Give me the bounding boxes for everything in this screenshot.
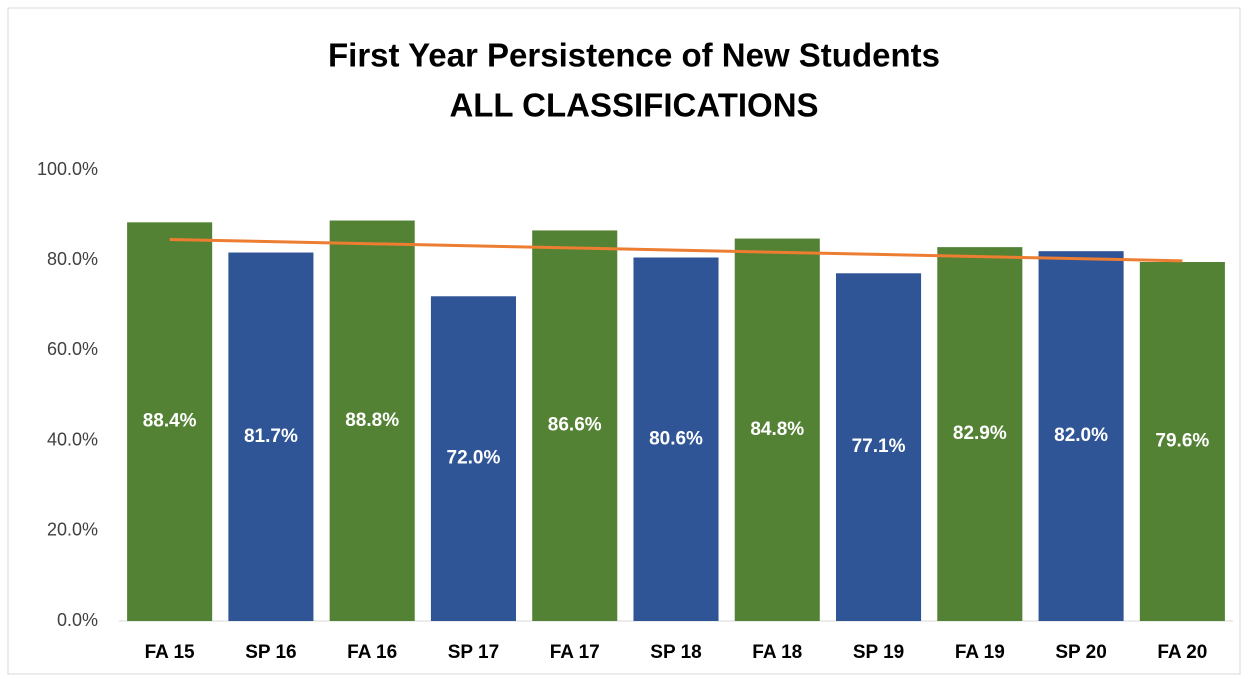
bar [1139, 262, 1225, 621]
trendline [169, 237, 1183, 263]
data-label: 72.0% [447, 448, 501, 469]
bar [127, 222, 213, 622]
x-tick-label: FA 16 [347, 642, 397, 663]
data-label: 80.6% [649, 428, 703, 449]
x-tick-label: SP 18 [650, 642, 701, 663]
data-label: 88.8% [345, 410, 399, 431]
bar [937, 247, 1023, 621]
data-label: 82.0% [1054, 425, 1108, 446]
x-tick-label: FA 19 [955, 642, 1005, 663]
bar [1038, 251, 1124, 621]
x-tick-label: SP 19 [853, 642, 904, 663]
y-tick-label: 20.0% [47, 520, 98, 540]
data-label: 84.8% [750, 419, 804, 440]
x-tick-label: SP 20 [1055, 642, 1106, 663]
data-label: 86.6% [548, 415, 602, 436]
data-label: 82.9% [953, 423, 1007, 444]
x-tick-label: FA 15 [145, 642, 195, 663]
chart-border [7, 7, 1241, 675]
x-tick-label: SP 17 [448, 642, 499, 663]
data-label: 77.1% [852, 436, 906, 457]
bar [532, 230, 618, 621]
y-tick-label: 0.0% [57, 610, 98, 630]
x-tick-label: FA 17 [550, 642, 600, 663]
bar [430, 296, 516, 621]
bar [734, 238, 820, 621]
y-tick-label: 80.0% [47, 249, 98, 269]
bar [228, 252, 314, 621]
x-tick-label: FA 20 [1157, 642, 1207, 663]
y-tick-label: 40.0% [47, 429, 98, 449]
y-tick-label: 60.0% [47, 339, 98, 359]
data-label: 81.7% [244, 426, 298, 447]
chart-subtitle: ALL CLASSIFICATIONS [449, 87, 818, 124]
x-tick-label: FA 18 [752, 642, 802, 663]
data-label: 79.6% [1155, 431, 1209, 452]
bar [836, 273, 922, 621]
x-tick-label: SP 16 [245, 642, 296, 663]
bar [329, 220, 415, 621]
chart-title: First Year Persistence of New Students [328, 37, 940, 74]
data-label: 88.4% [143, 411, 197, 432]
y-tick-label: 100.0% [37, 159, 98, 179]
bar [633, 257, 719, 621]
